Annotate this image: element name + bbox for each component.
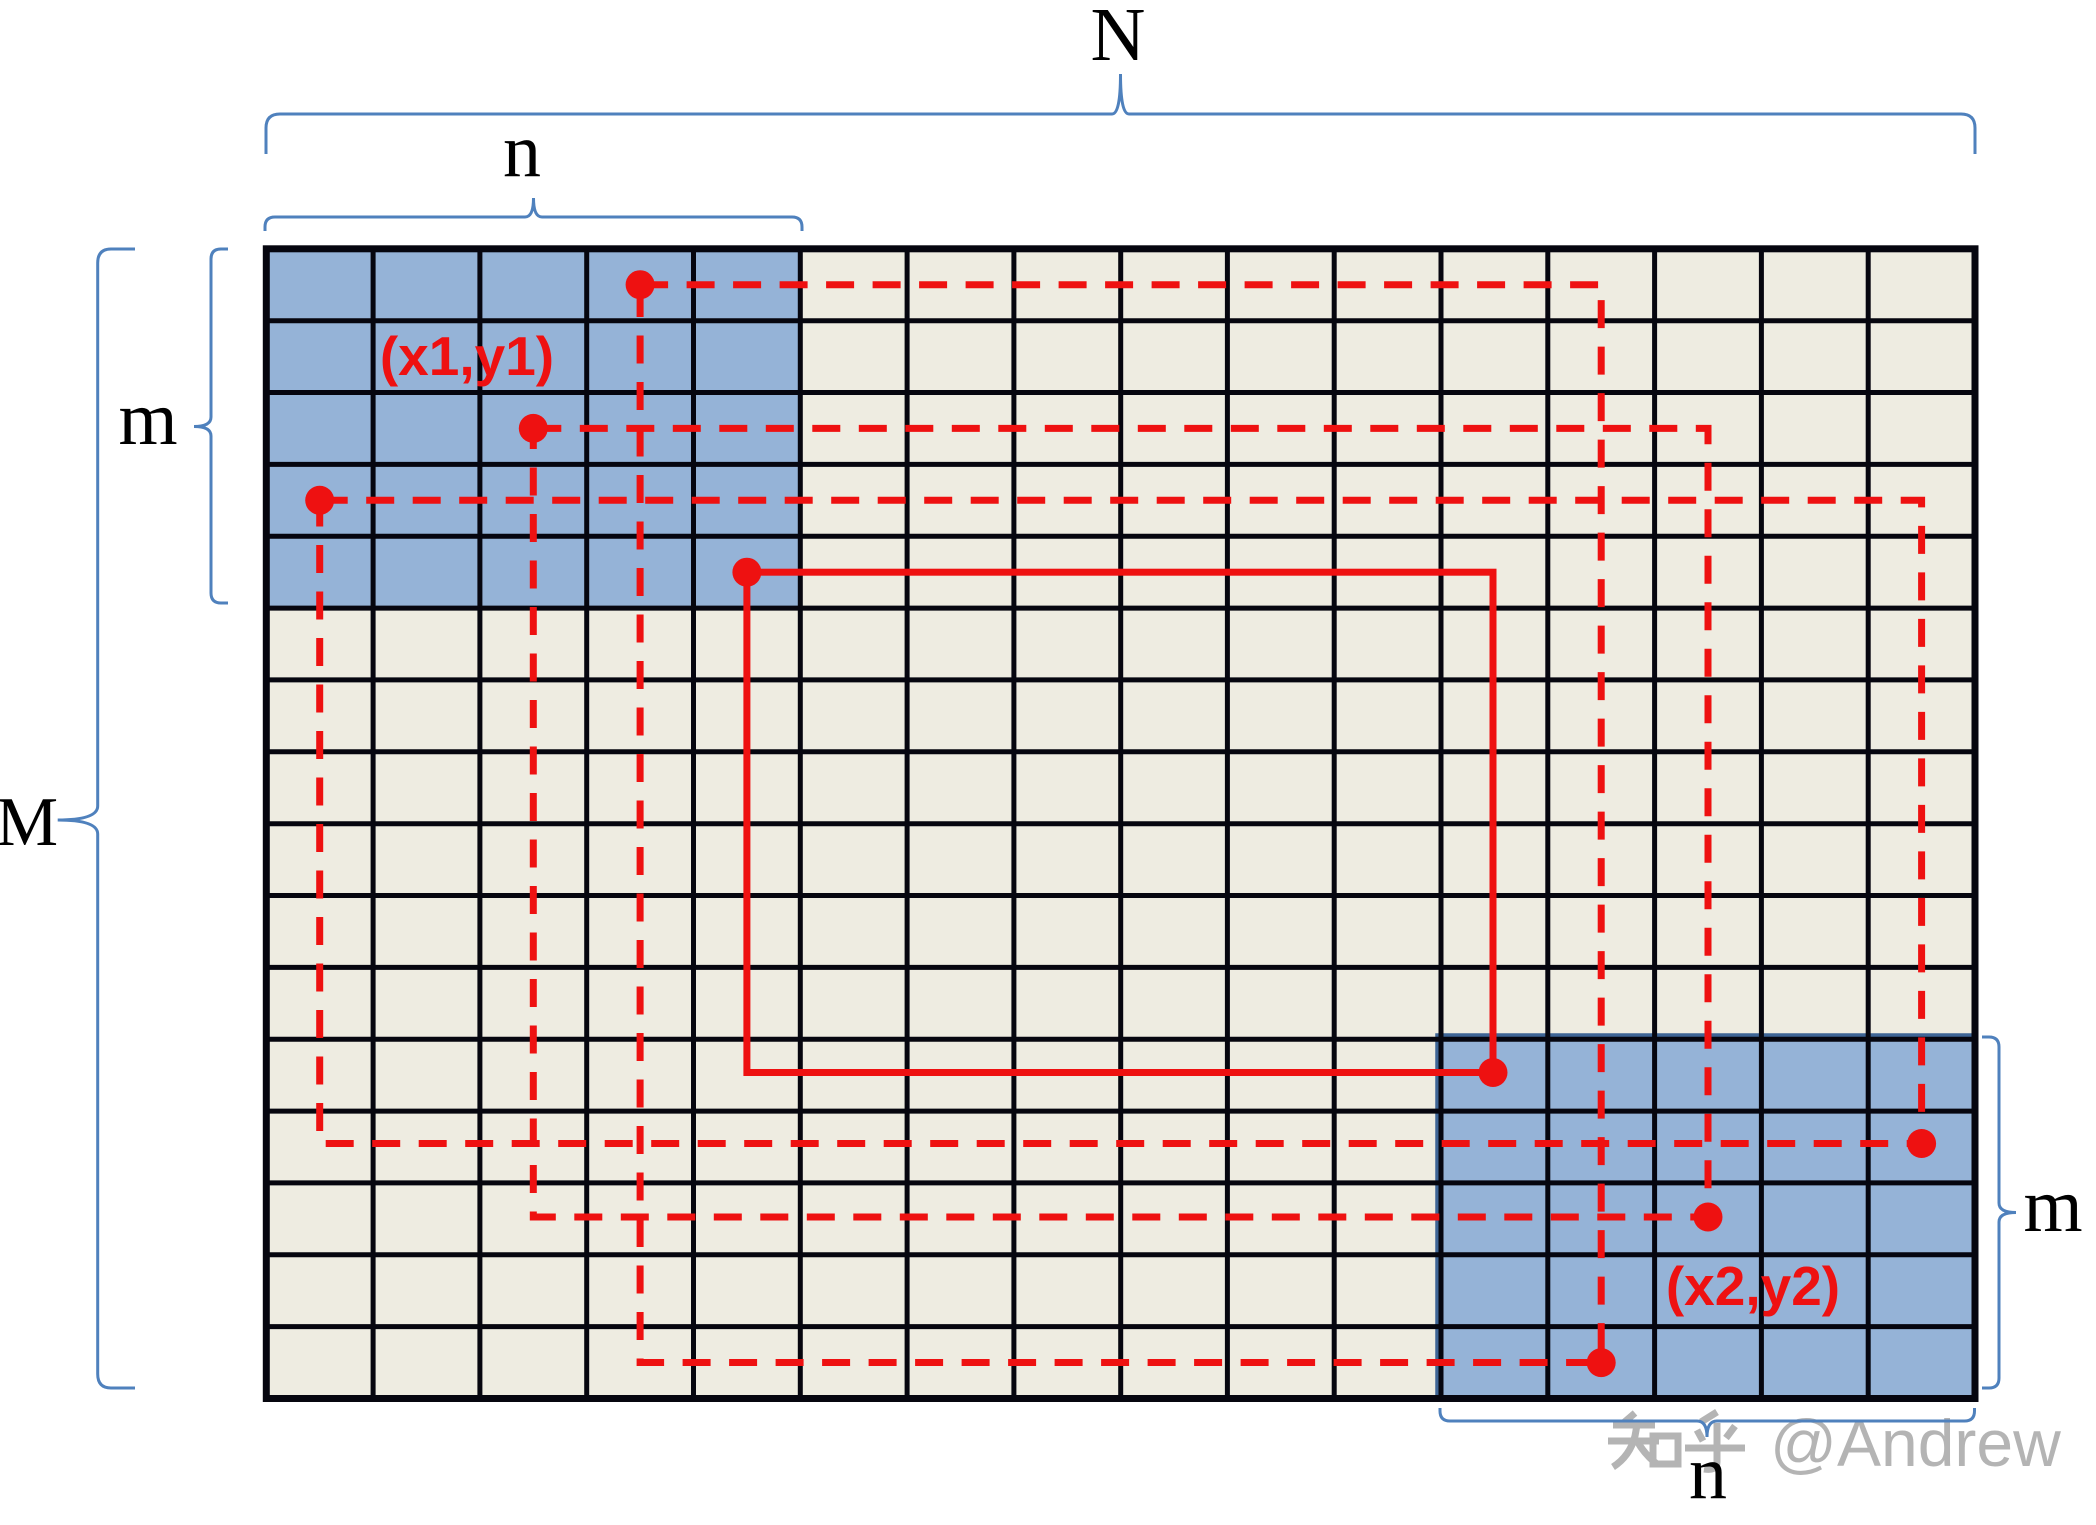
svg-text:n: n <box>1689 1431 1727 1515</box>
svg-text:(x1,y1): (x1,y1) <box>380 325 554 387</box>
svg-text:m: m <box>118 377 177 461</box>
svg-text:N: N <box>1091 0 1146 77</box>
svg-text:(x2,y2): (x2,y2) <box>1666 1255 1840 1317</box>
svg-text:n: n <box>503 109 541 193</box>
svg-text:M: M <box>0 784 58 861</box>
svg-text:m: m <box>2023 1164 2082 1248</box>
svg-text:@Andrew: @Andrew <box>1770 1406 2061 1480</box>
